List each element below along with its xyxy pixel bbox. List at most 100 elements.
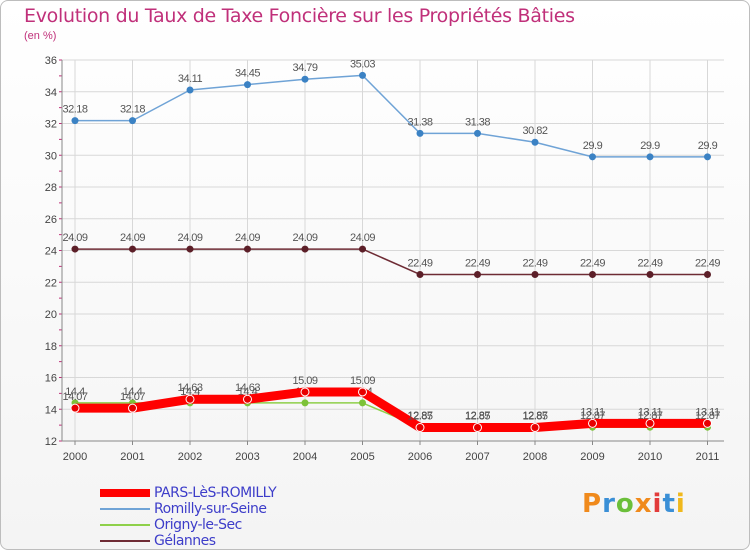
chart-title: Evolution du Taux de Taxe Foncière sur l… [24,5,575,27]
data-label: 22.49 [407,257,432,269]
data-point [589,153,596,161]
data-label: 32.18 [62,104,87,116]
legend-swatch-pars [100,489,150,497]
data-label: 15.09 [292,375,317,387]
y-tick-label: 18 [45,341,57,353]
data-label: 31.38 [465,116,490,128]
data-point [589,270,596,278]
data-point [301,75,309,83]
y-tick-label: 16 [45,373,57,385]
data-label: 24.09 [292,232,317,244]
data-label: 24.09 [120,232,145,244]
data-point [243,394,252,404]
data-point [71,245,79,253]
x-tick-label: 2006 [408,451,432,463]
data-point [185,394,195,404]
brand-letter: r [602,489,616,519]
y-tick-label: 32 [45,119,57,131]
data-label: 12.85 [465,411,490,423]
data-point [359,71,366,79]
data-point [474,129,481,137]
y-tick-label: 20 [45,309,57,321]
data-point [646,270,654,278]
y-tick-label: 12 [45,436,57,448]
data-point [359,245,366,253]
data-point [186,245,194,253]
data-label: 14.4 [123,386,143,398]
brand-letter: x [634,489,653,519]
x-tick-label: 2005 [350,451,374,463]
data-point [588,418,597,428]
data-label: 34.79 [292,62,317,74]
data-label: 29.9 [583,140,603,152]
data-point [186,86,194,94]
data-label: 15.09 [350,375,375,387]
chart-legend: PARS-LèS-ROMILLY Romilly-sur-Seine Orign… [100,485,277,549]
x-tick-label: 2004 [293,451,317,463]
legend-label-romilly: Romilly-sur-Seine [154,501,267,517]
data-label: 13.11 [580,406,605,418]
legend-item: Gélannes [100,533,276,549]
data-point [473,423,482,433]
data-point [301,245,309,253]
legend-item: PARS-LèS-ROMILLY [100,485,277,501]
legend-label-origny: Origny-le-Sec [154,517,242,533]
data-point [300,387,310,397]
y-tick-label: 30 [45,150,57,162]
data-point [703,418,712,428]
y-tick-label: 24 [45,246,57,258]
data-label: 12.85 [407,411,432,423]
y-tick-label: 22 [45,277,57,289]
legend-label-gelannes: Gélannes [154,533,216,549]
data-label: 24.09 [62,232,87,244]
data-label: 22.49 [695,257,720,269]
x-tick-label: 2007 [465,451,489,463]
data-label: 13.11 [695,406,720,418]
data-point [129,117,136,125]
chart-subtitle: (en %) [24,30,57,42]
series-line-g-lannes [75,248,708,276]
data-point [645,418,655,428]
data-point [474,270,481,278]
data-label: 30.82 [522,125,547,137]
series-line-romilly-sur-seine [75,74,708,158]
data-label: 22.49 [637,257,662,269]
data-label: 24.09 [235,232,260,244]
data-point [530,423,540,433]
brand-letter: i [652,489,663,519]
x-tick-label: 2008 [523,451,547,463]
data-label: 34.11 [178,73,203,85]
legend-swatch-romilly [100,508,150,510]
x-tick-label: 2002 [178,451,202,463]
data-point [531,270,539,278]
data-label: 14.63 [235,382,260,394]
data-label: 29.9 [698,140,718,152]
data-label: 22.49 [580,257,605,269]
data-point [415,423,425,433]
data-label: 35.03 [350,58,375,70]
brand-letter: P [582,489,603,519]
data-point [359,399,366,407]
data-point [71,117,79,125]
y-tick-label: 28 [45,182,57,194]
data-label: 12.85 [522,411,547,423]
data-point [301,399,309,407]
x-tick-label: 2010 [638,451,662,463]
legend-item: Romilly-sur-Seine [100,501,276,517]
data-label: 14.07 [120,391,145,403]
data-point [70,403,80,413]
brand-letter: o [615,489,635,519]
data-label: 12.87 [522,410,547,422]
brand-letter: i [675,489,686,519]
x-tick-label: 2001 [120,451,144,463]
x-tick-label: 2003 [235,451,259,463]
data-label: 22.49 [465,257,490,269]
data-point [128,403,137,413]
y-tick-label: 36 [45,55,57,67]
data-point [244,81,251,89]
data-label: 24.09 [350,232,375,244]
data-label: 13.11 [638,406,663,418]
y-tick-label: 34 [45,87,57,99]
data-point [416,129,424,137]
data-label: 12.87 [465,410,490,422]
